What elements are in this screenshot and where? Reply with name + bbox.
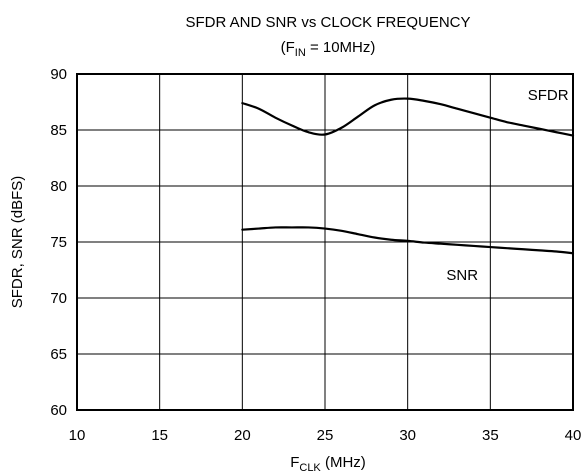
y-tick-label: 90: [50, 66, 67, 83]
x-tick-label: 35: [482, 427, 499, 444]
chart-title: SFDR AND SNR vs CLOCK FREQUENCY: [185, 14, 470, 31]
y-tick-label: 80: [50, 178, 67, 195]
x-tick-label: 25: [317, 427, 334, 444]
series-line-snr: [241, 226, 575, 255]
x-axis-label: FCLK (MHz): [290, 454, 366, 474]
y-tick-label: 65: [50, 346, 67, 363]
series-labels: SFDR SNR: [446, 87, 568, 284]
grid: [77, 74, 573, 410]
x-tick-label: 40: [565, 427, 582, 444]
x-tick-label: 15: [151, 427, 168, 444]
series-group: [241, 97, 575, 255]
chart-subtitle: (FIN = 10MHz): [281, 39, 376, 59]
y-axis-label: SFDR, SNR (dBFS): [9, 176, 26, 309]
series-line-sfdr: [241, 97, 575, 137]
x-tick-label: 20: [234, 427, 251, 444]
y-tick-label: 70: [50, 290, 67, 307]
y-tick-label: 85: [50, 122, 67, 139]
y-tick-label: 75: [50, 234, 67, 251]
x-tick-label: 30: [399, 427, 416, 444]
series-label-snr: SNR: [446, 267, 478, 284]
series-label-sfdr: SFDR: [528, 87, 569, 104]
x-tick-labels: 10 15 20 25 30 35 40: [69, 427, 582, 444]
plot-frame: [76, 73, 574, 411]
y-tick-label: 60: [50, 402, 67, 419]
y-tick-labels: 60 65 70 75 80 85 90: [50, 66, 67, 419]
x-tick-label: 10: [69, 427, 86, 444]
